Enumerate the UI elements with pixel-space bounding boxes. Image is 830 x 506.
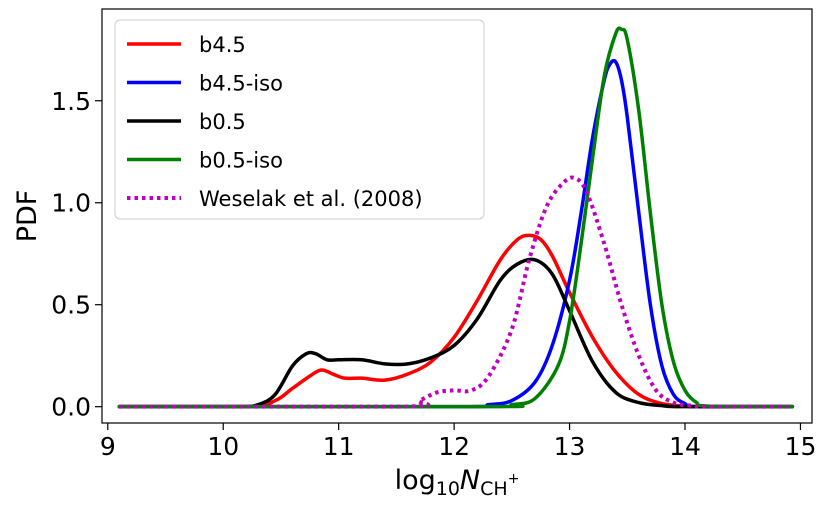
x-axis-label-var: N [460, 465, 480, 496]
y-tick-label: 1.0 [51, 189, 91, 218]
y-tick-label: 0.5 [51, 291, 91, 320]
ticks-layer: 9 10 11 12 13 14 15 0.0 0.5 1.0 1.5 [51, 87, 816, 461]
series-layer [117, 26, 795, 409]
x-axis-label: log10NCH+ [395, 465, 520, 500]
series-line-b0-5 [117, 257, 795, 409]
y-tick-label: 1.5 [51, 87, 91, 116]
series-line-b4-5 [117, 233, 795, 409]
x-axis-label-varsub: CH [480, 478, 508, 500]
x-axis-label-sub: 10 [436, 478, 460, 500]
x-axis-label-sup: + [508, 471, 520, 487]
legend: b4.5 b4.5-iso b0.5 b0.5-iso Weselak et al. (… [114, 19, 485, 220]
legend-label-b0-5: b0.5 [199, 110, 246, 134]
legend-label-b4-5: b4.5 [199, 33, 246, 57]
x-tick-label: 14 [669, 432, 701, 461]
legend-label-b4-5-iso: b4.5-iso [199, 72, 283, 96]
y-tick-label: 0.0 [51, 393, 91, 422]
series-line-b0-5-iso [117, 26, 795, 409]
x-tick-label: 11 [323, 432, 355, 461]
x-tick-label: 13 [554, 432, 586, 461]
series-line-weselak-et-al-2008 [119, 175, 793, 409]
legend-label-b0-5-iso: b0.5-iso [199, 149, 283, 173]
y-axis-label: PDF [12, 190, 43, 243]
legend-box [114, 19, 485, 220]
x-tick-label: 12 [438, 432, 470, 461]
legend-label-weselak-et-al-2008: Weselak et al. (2008) [199, 187, 423, 211]
x-tick-label: 9 [100, 432, 116, 461]
x-tick-label: 15 [785, 432, 817, 461]
x-tick-label: 10 [207, 432, 239, 461]
plot-frame [101, 8, 813, 424]
x-axis-label-base: log [395, 465, 436, 496]
